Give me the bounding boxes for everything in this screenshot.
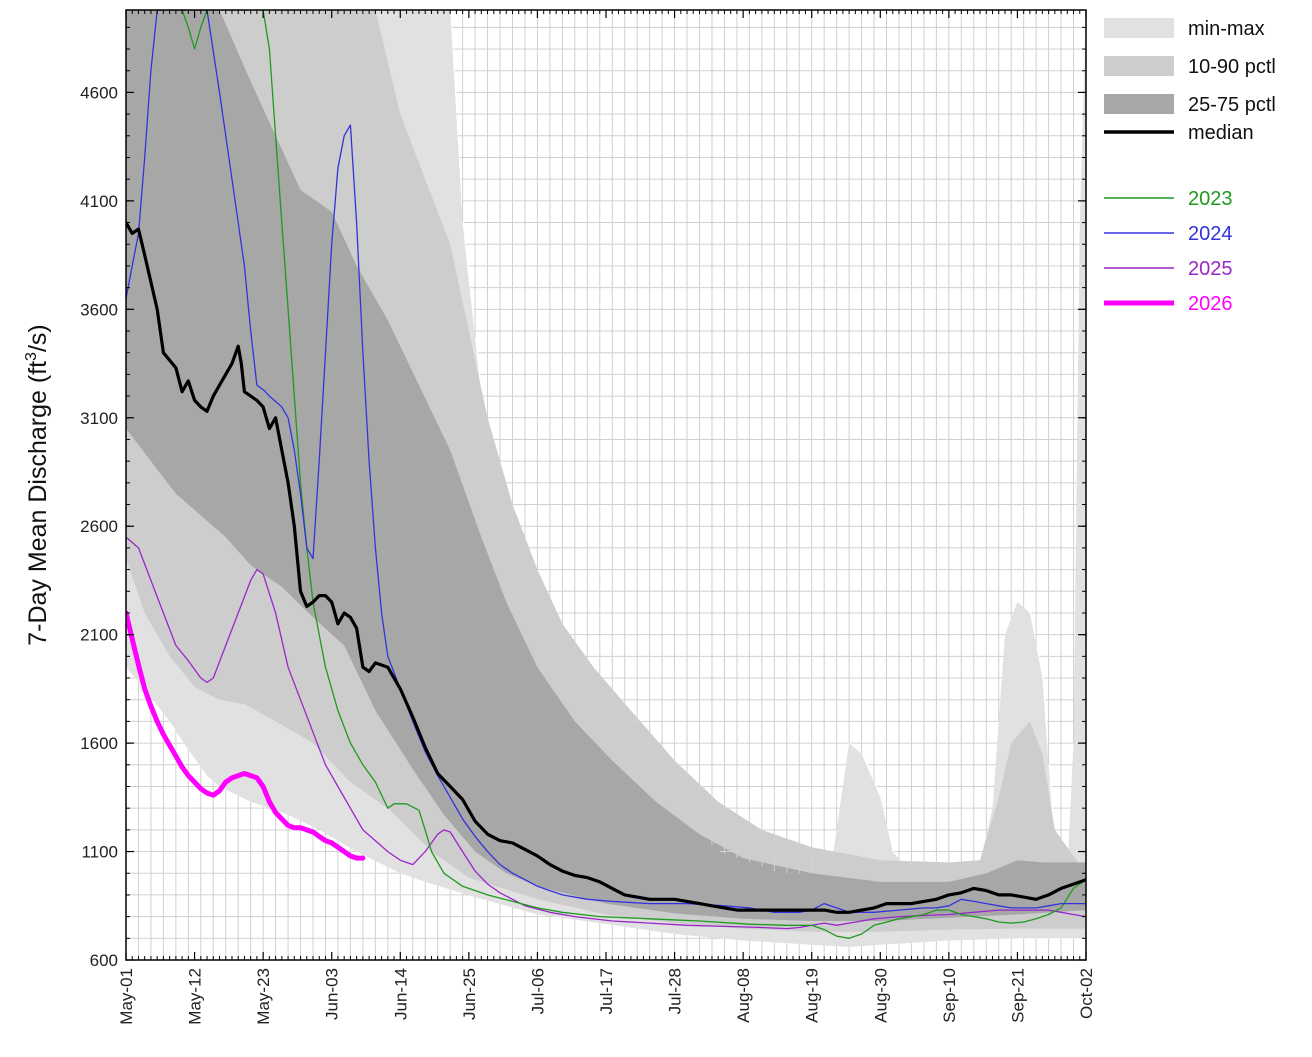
y-tick-label: 1600 (80, 734, 118, 753)
x-tick-label: Aug-08 (734, 968, 753, 1023)
legend-label-2025: 2025 (1188, 258, 1233, 280)
x-tick-label: Jun-25 (460, 968, 479, 1020)
y-tick-label: 2600 (80, 517, 118, 536)
x-tick-label: Jun-03 (323, 968, 342, 1020)
legend-label: median (1188, 122, 1254, 144)
y-tick-label: 3100 (80, 409, 118, 428)
legend-label-2024: 2024 (1188, 223, 1233, 245)
series-line-2023 (126, 10, 1086, 939)
y-tick-label: 3600 (80, 300, 118, 319)
legend-label: min-max (1188, 18, 1265, 40)
percentile-bands (126, 10, 1086, 947)
grid-lines (126, 10, 1086, 960)
x-tick-label: May-23 (254, 968, 273, 1025)
x-tick-label: Jul-17 (597, 968, 616, 1014)
series-line-2025 (126, 536, 1086, 930)
y-axis-title-superscript: 3 (23, 352, 40, 361)
x-tick-label: May-12 (186, 968, 205, 1025)
band-10-90-pctl (126, 10, 1086, 932)
y-tick-label: 4100 (80, 192, 118, 211)
x-tick-label: Sep-10 (940, 968, 959, 1023)
x-tick-label: Jun-14 (391, 968, 410, 1020)
series-line-2024 (126, 10, 1086, 913)
x-tick-labels: May-01 May-12 May-23 Jun-03 Jun-14 Jun-25 Jul-… (117, 968, 1096, 1025)
legend-swatch-min-max (1104, 18, 1174, 38)
legend-label-2026: 2026 (1188, 293, 1233, 315)
y-tick-label: 600 (90, 951, 118, 970)
x-tick-label: Aug-19 (803, 968, 822, 1023)
y-axis-title: 7-Day Mean Discharge (ft3/s) (23, 324, 52, 646)
legend-swatch-25-75-pctl (1104, 94, 1174, 114)
band-25-75-pctl (126, 10, 1086, 921)
y-tick-label: 1100 (81, 843, 118, 862)
legend-label: 25-75 pctl (1188, 94, 1276, 116)
y-tick-label: 2100 (80, 626, 118, 645)
y-axis-title-end: /s) (24, 324, 52, 352)
x-tick-label: Jul-28 (666, 968, 685, 1014)
x-tick-label: Sep-21 (1008, 968, 1027, 1023)
legend-label: 10-90 pctl (1188, 56, 1276, 78)
y-tick-labels: 600 1100 1600 2100 2600 3100 3600 4100 4600 (80, 83, 118, 970)
series-lines (126, 10, 1086, 939)
legend-swatch-10-90-pctl (1104, 56, 1174, 76)
y-tick-label: 4600 (80, 83, 118, 102)
legend-label-2023: 2023 (1188, 188, 1233, 210)
y-axis-title-main: 7-Day Mean Discharge (ft (24, 361, 52, 646)
legend: min-max 10-90 pctl 25-75 pctl median 2023 202… (1104, 18, 1276, 315)
x-tick-label: Jul-06 (528, 968, 547, 1014)
x-tick-label: Oct-02 (1077, 968, 1096, 1019)
series-line-median (126, 221, 1086, 914)
x-tick-label: Aug-30 (871, 968, 890, 1023)
x-tick-label: May-01 (117, 968, 136, 1025)
axis-ticks (125, 10, 1087, 961)
series-line-2026 (126, 610, 366, 861)
